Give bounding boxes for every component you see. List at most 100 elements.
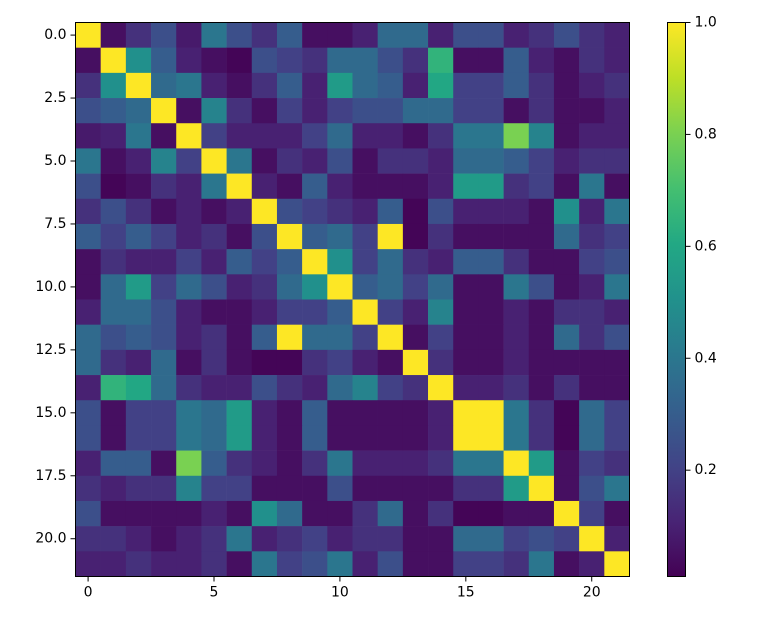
heatmap-cell — [125, 223, 152, 250]
heatmap-cell — [528, 22, 555, 48]
x-tick-label: 20 — [583, 585, 601, 601]
heatmap-cell — [302, 198, 328, 225]
heatmap-cell — [251, 526, 278, 552]
heatmap-cell — [251, 324, 278, 351]
heatmap-cell — [402, 148, 429, 174]
heatmap-cell — [428, 450, 454, 477]
heatmap-cell — [151, 173, 177, 200]
heatmap-cell — [226, 173, 253, 200]
heatmap-cell — [100, 425, 127, 451]
heatmap-cell — [176, 450, 202, 477]
heatmap-cell — [402, 450, 429, 477]
heatmap-cell — [226, 72, 253, 99]
heatmap-cell — [553, 98, 580, 124]
heatmap-cell — [579, 324, 605, 351]
heatmap-cell — [327, 324, 353, 351]
heatmap-cell — [302, 249, 328, 275]
heatmap-cell — [327, 475, 353, 502]
heatmap-cell — [226, 148, 253, 174]
heatmap-cell — [125, 551, 152, 577]
heatmap-cell — [478, 500, 504, 527]
heatmap-cell — [125, 475, 152, 502]
heatmap-cell — [100, 249, 127, 275]
heatmap-cell — [352, 349, 378, 376]
heatmap-cell — [327, 450, 353, 477]
heatmap-cell — [75, 450, 101, 477]
heatmap-cell — [276, 450, 303, 477]
heatmap-cell — [604, 22, 630, 48]
y-tick-label: 10.0 — [35, 279, 66, 295]
heatmap-cell — [75, 72, 101, 99]
heatmap-cell — [402, 249, 429, 275]
heatmap-cell — [251, 299, 278, 325]
heatmap-cell — [352, 450, 378, 477]
heatmap-cell — [528, 72, 555, 99]
heatmap-cell — [352, 249, 378, 275]
heatmap-cell — [553, 526, 580, 552]
heatmap-cell — [503, 223, 530, 250]
heatmap-cell — [201, 450, 227, 477]
heatmap-cell — [302, 274, 328, 300]
heatmap-cell — [579, 148, 605, 174]
heatmap-cell — [377, 349, 404, 376]
heatmap-cell — [453, 98, 479, 124]
heatmap-cell — [201, 98, 227, 124]
heatmap-cell — [604, 223, 630, 250]
heatmap-cell — [276, 425, 303, 451]
heatmap-cell — [75, 500, 101, 527]
heatmap-cell — [201, 500, 227, 527]
heatmap-cell — [352, 98, 378, 124]
heatmap-cell — [75, 223, 101, 250]
heatmap-cell — [125, 375, 152, 401]
heatmap-cell — [302, 148, 328, 174]
heatmap-cell — [100, 400, 127, 426]
heatmap-cell — [327, 72, 353, 99]
heatmap-cell — [453, 22, 479, 48]
heatmap-cell — [327, 173, 353, 200]
heatmap-cell — [302, 349, 328, 376]
heatmap-cell — [251, 349, 278, 376]
heatmap-cell — [125, 148, 152, 174]
x-tick-label: 10 — [331, 585, 349, 601]
heatmap-cell — [402, 72, 429, 99]
heatmap-cell — [428, 500, 454, 527]
heatmap-cell — [377, 324, 404, 351]
heatmap-cell — [579, 47, 605, 74]
heatmap-cell — [503, 72, 530, 99]
heatmap-cell — [402, 173, 429, 200]
heatmap-cell — [276, 475, 303, 502]
heatmap-cell — [75, 198, 101, 225]
heatmap-cell — [428, 123, 454, 149]
heatmap-cell — [579, 526, 605, 552]
heatmap-cell — [453, 526, 479, 552]
heatmap-cell — [151, 274, 177, 300]
heatmap-cell — [302, 22, 328, 48]
heatmap-cell — [151, 123, 177, 149]
heatmap-cell — [251, 98, 278, 124]
heatmap-cell — [428, 349, 454, 376]
heatmap-cell — [478, 98, 504, 124]
heatmap-cell — [327, 500, 353, 527]
heatmap-cell — [503, 500, 530, 527]
heatmap-cell — [251, 274, 278, 300]
heatmap-cell — [402, 223, 429, 250]
heatmap-cell — [453, 324, 479, 351]
heatmap-cell — [151, 72, 177, 99]
heatmap-cell — [251, 198, 278, 225]
heatmap-cell — [251, 450, 278, 477]
colorbar-tick-label: 0.8 — [695, 126, 717, 142]
heatmap-cell — [176, 299, 202, 325]
heatmap-cell — [276, 324, 303, 351]
heatmap-cell — [176, 500, 202, 527]
heatmap-cell — [579, 173, 605, 200]
heatmap-cell — [604, 526, 630, 552]
heatmap-cell — [226, 98, 253, 124]
heatmap-cell — [402, 47, 429, 74]
heatmap-cell — [553, 198, 580, 225]
colorbar-tick-label: 0.6 — [695, 238, 717, 254]
heatmap-cell — [377, 198, 404, 225]
colorbar-tick-label: 0.2 — [695, 462, 717, 478]
heatmap-cell — [478, 123, 504, 149]
heatmap-cell — [604, 324, 630, 351]
